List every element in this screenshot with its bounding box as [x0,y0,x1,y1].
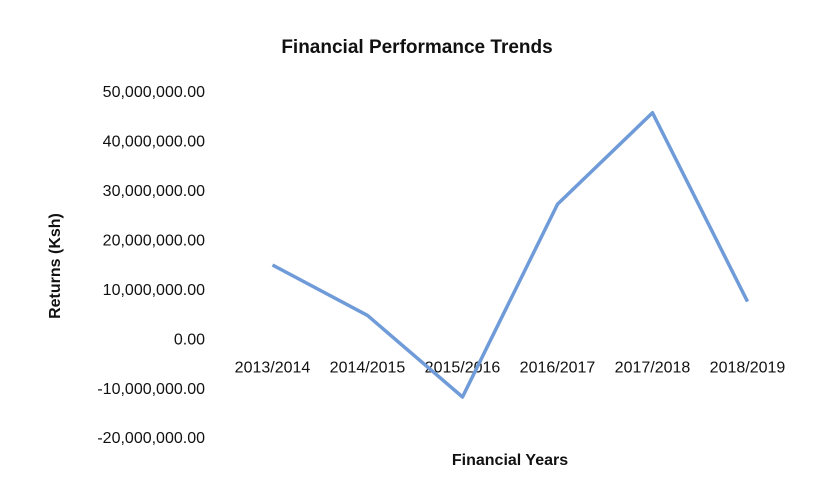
x-tick-label: 2016/2017 [520,359,596,376]
y-tick-label: 40,000,000.00 [103,134,205,151]
y-tick-label: 0.00 [174,331,205,348]
y-tick-label: 30,000,000.00 [103,183,205,200]
line-series [271,111,750,399]
x-tick-label: 2018/2019 [710,359,786,376]
x-tick-label: 2015/2016 [425,359,501,376]
x-tick-label: 2014/2015 [330,359,406,376]
x-tick-label: 2013/2014 [235,359,311,376]
chart-title: Financial Performance Trends [281,37,552,58]
y-axis-title: Returns (Ksh) [47,213,64,319]
y-tick-label: 20,000,000.00 [103,233,205,250]
x-tick-label: 2017/2018 [615,359,691,376]
y-tick-label: 50,000,000.00 [103,84,205,101]
y-tick-label: -20,000,000.00 [97,430,205,447]
y-tick-label: -10,000,000.00 [97,381,205,398]
y-tick-label: 10,000,000.00 [103,282,205,299]
x-axis-title: Financial Years [452,452,568,469]
